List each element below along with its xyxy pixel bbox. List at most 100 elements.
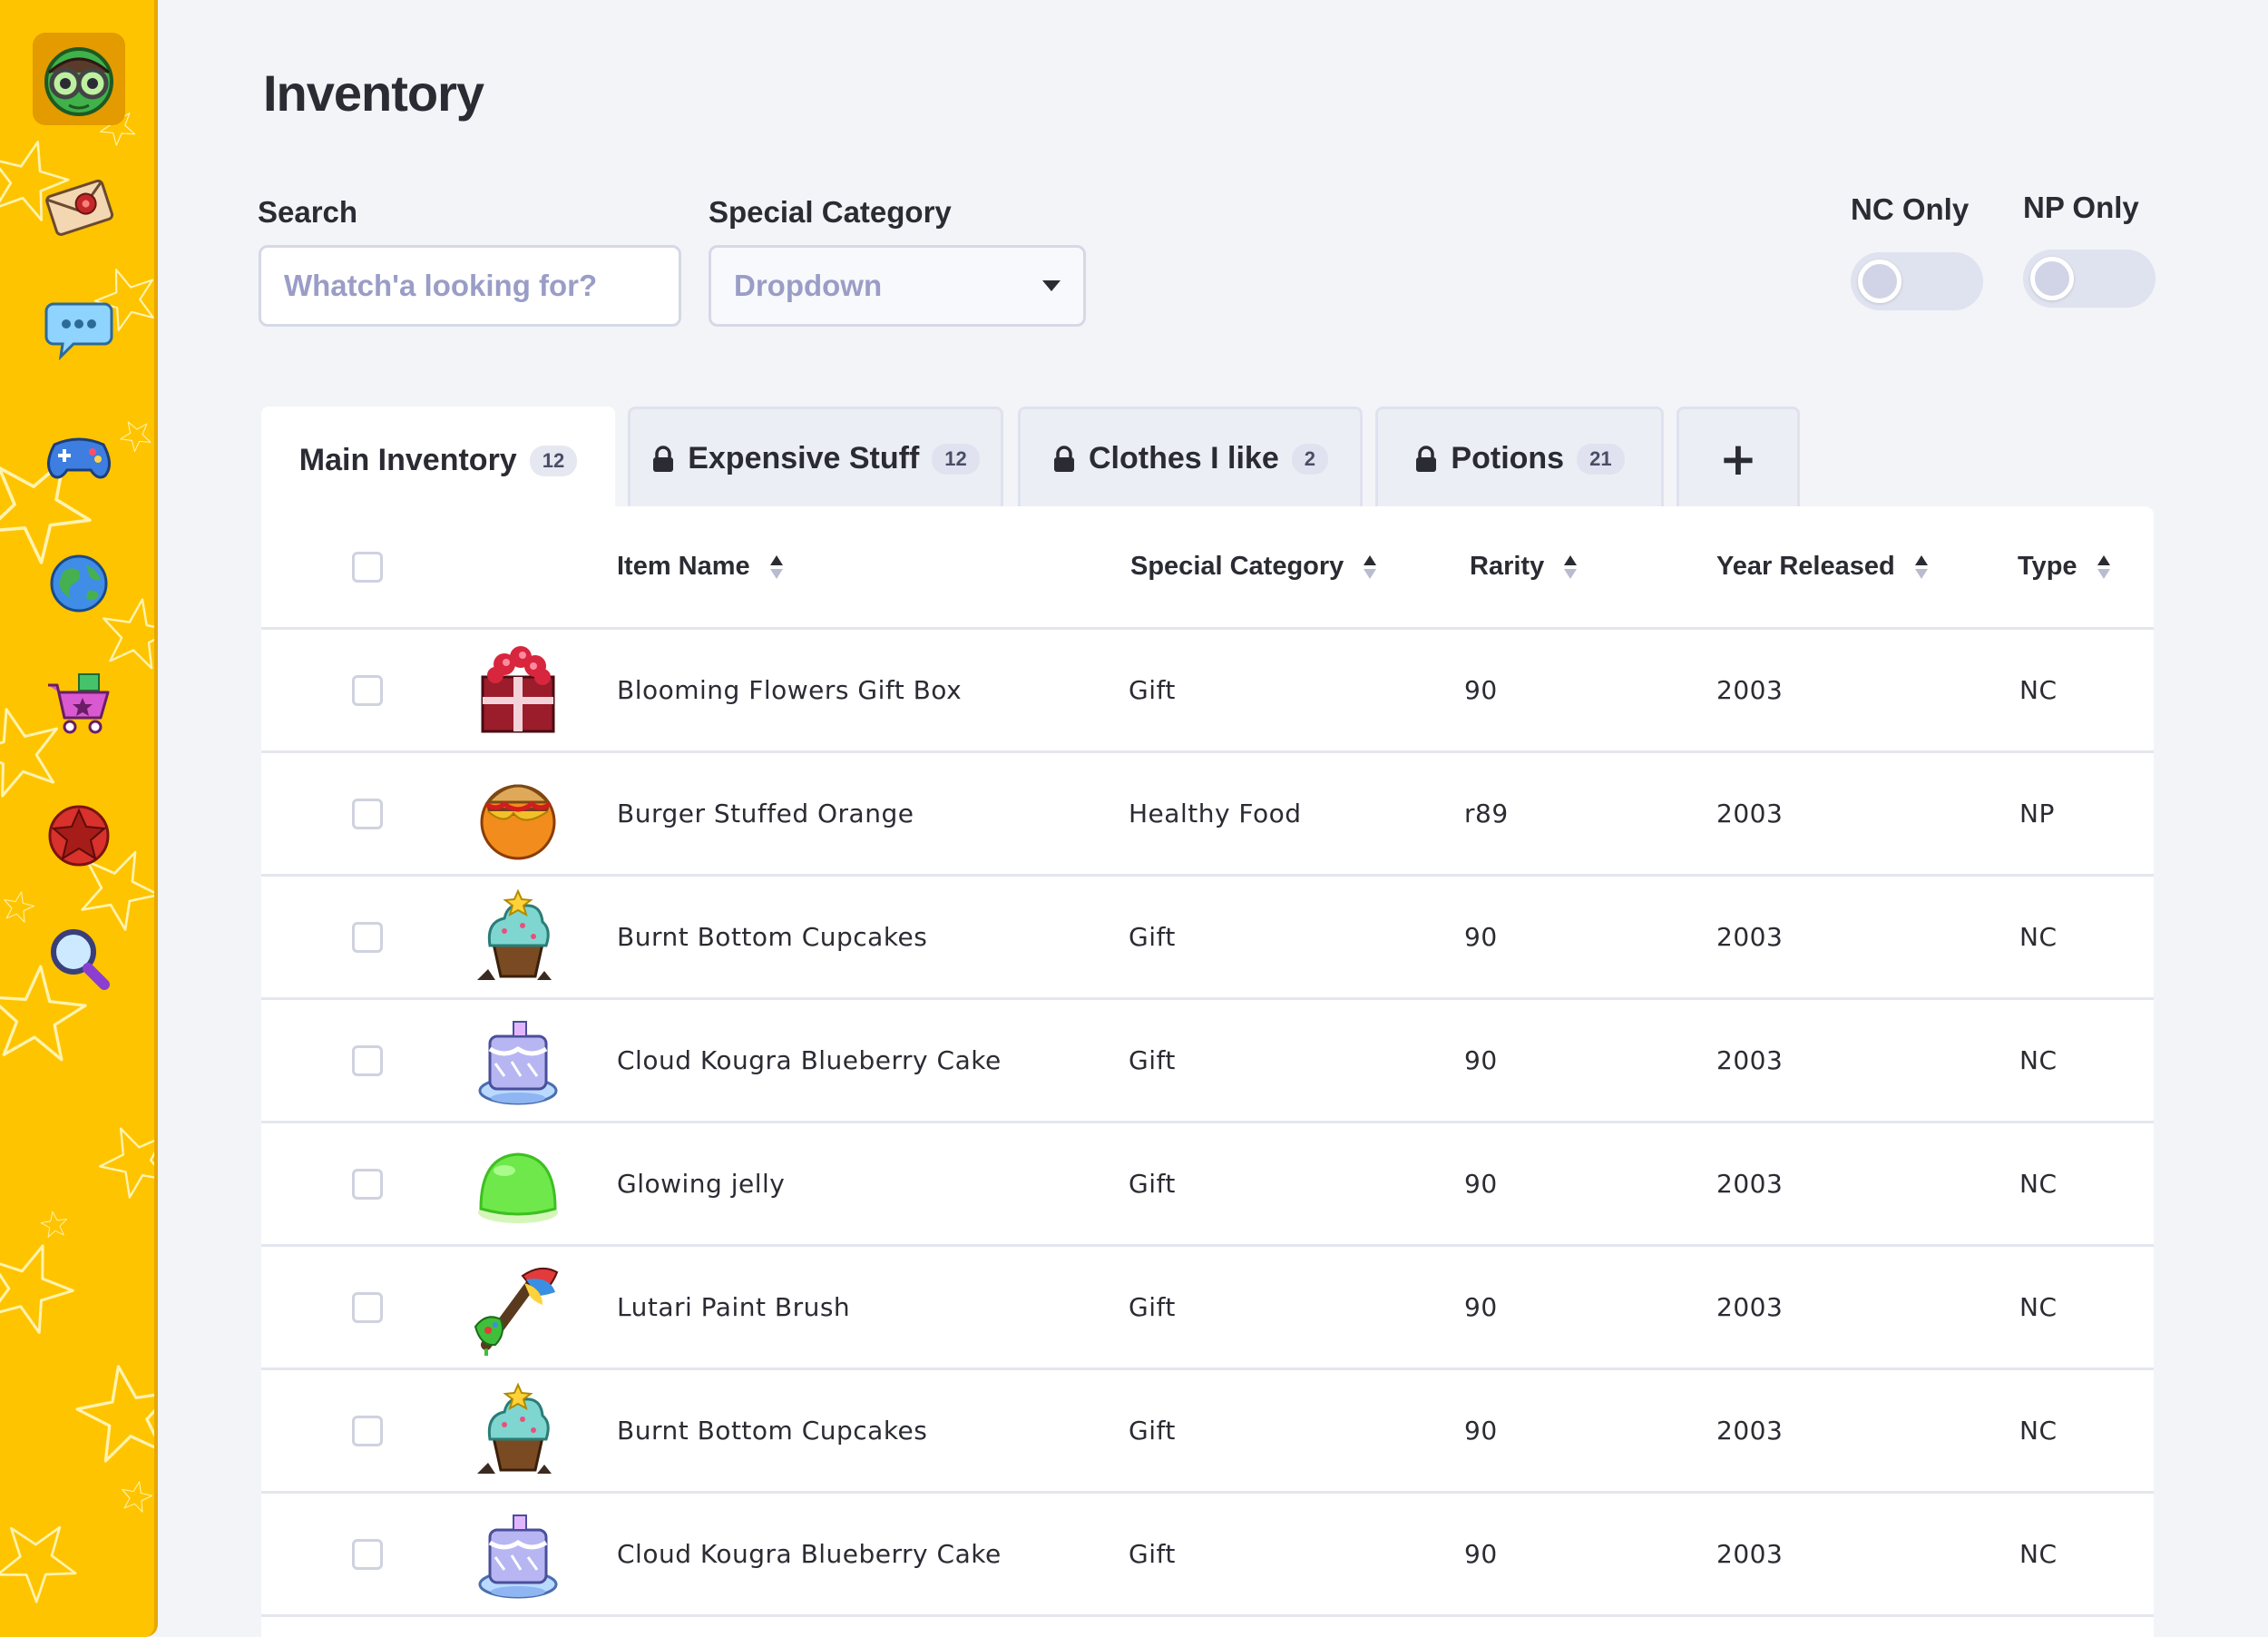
nav-games[interactable] <box>33 408 125 501</box>
item-special-category: Gift <box>1129 675 1176 705</box>
item-year-released-cell: 2003 <box>1716 753 1783 874</box>
item-special-category: Gift <box>1129 1045 1176 1075</box>
burger-orange-image <box>480 784 556 859</box>
row-checkbox[interactable] <box>352 1415 383 1446</box>
cupcake-image <box>477 888 552 980</box>
row-checkbox[interactable] <box>352 798 383 829</box>
thumbnail-cell <box>468 877 568 997</box>
table-row[interactable]: Burnt Bottom Cupcakes Gift 90 2003 NC <box>261 1370 2154 1494</box>
blue-cake-image <box>478 1020 558 1104</box>
tab-count-badge: 2 <box>1291 443 1328 475</box>
column-label: Special Category <box>1130 552 1344 581</box>
item-type-cell: NC <box>2019 877 2058 997</box>
row-checkbox[interactable] <box>352 1044 383 1076</box>
row-checkbox[interactable] <box>352 674 383 706</box>
item-name-cell: Burnt Bottom Cupcakes <box>617 1370 927 1491</box>
sort-icon[interactable] <box>769 554 783 579</box>
nav-avatar[interactable] <box>33 33 125 125</box>
globe-icon <box>50 554 108 613</box>
table-row[interactable]: Burger Stuffed Orange Healthy Food r89 2003… <box>261 753 2154 877</box>
item-type: NC <box>2019 1539 2058 1569</box>
search-label: Search <box>258 195 358 229</box>
item-year-released: 2003 <box>1716 922 1784 952</box>
tab-label: Potions <box>1451 441 1565 475</box>
toggle-knob <box>2030 257 2074 300</box>
item-rarity-cell: 90 <box>1464 877 1498 997</box>
np-only-toggle[interactable] <box>2023 250 2156 308</box>
magnifier-icon <box>51 929 110 990</box>
item-rarity-cell: 90 <box>1464 630 1498 750</box>
row-checkbox[interactable] <box>352 1291 383 1323</box>
category-dropdown[interactable]: Dropdown <box>709 245 1086 327</box>
tab-potions[interactable]: Potions 21 <box>1375 407 1664 508</box>
checkbox-cell <box>352 630 383 750</box>
item-name: Cloud Kougra Blueberry Cake <box>617 1539 1002 1569</box>
checkbox-cell <box>352 1123 383 1244</box>
paint-brush-image <box>474 1267 559 1358</box>
nav-explore[interactable] <box>33 535 125 628</box>
item-name: Burnt Bottom Cupcakes <box>617 922 928 952</box>
table-row[interactable]: Lutari Paint Brush Gift 90 2003 NC <box>261 1247 2154 1370</box>
nav-chat[interactable] <box>33 281 125 374</box>
checkbox-cell <box>352 1247 383 1367</box>
item-rarity: 90 <box>1464 1045 1498 1075</box>
search-input[interactable] <box>259 245 681 327</box>
column-rarity[interactable]: Rarity <box>1470 506 1578 627</box>
table-row[interactable]: Glowing jelly Gift 90 2003 NC <box>261 1123 2154 1247</box>
item-type: NC <box>2019 1292 2058 1322</box>
thumbnail-cell <box>468 1494 568 1614</box>
item-thumbnail <box>468 886 568 989</box>
sort-icon[interactable] <box>1564 554 1578 579</box>
item-thumbnail <box>468 1503 568 1606</box>
item-special-category-cell: Healthy Food <box>1129 753 1302 874</box>
row-checkbox[interactable] <box>352 1168 383 1200</box>
row-checkbox[interactable] <box>352 1538 383 1570</box>
add-tab-button[interactable]: + <box>1677 407 1800 508</box>
tab-expensive-stuff[interactable]: Expensive Stuff 12 <box>628 407 1003 508</box>
nc-only-label: NC Only <box>1851 192 1970 226</box>
item-thumbnail <box>468 762 568 866</box>
shopping-cart-icon <box>48 673 110 734</box>
item-name-cell: Glowing jelly <box>617 1123 785 1244</box>
item-special-category-cell: Gift <box>1129 1494 1176 1614</box>
jelly-image <box>478 1152 558 1223</box>
tab-label: Main Inventory <box>298 443 517 477</box>
item-type: NC <box>2019 675 2058 705</box>
table-row[interactable]: Burnt Bottom Cupcakes Gift 90 2003 NC <box>261 877 2154 1000</box>
table-row[interactable]: Cloud Kougra Blueberry Cake Gift 90 2003 NC <box>261 1000 2154 1123</box>
sort-icon[interactable] <box>1914 554 1928 579</box>
tab-count-badge: 12 <box>932 443 980 475</box>
table-row[interactable]: Cloud Kougra Blueberry Cake Gift 90 2003 NC <box>261 1494 2154 1617</box>
item-rarity: r89 <box>1464 799 1509 828</box>
lock-icon <box>653 445 674 472</box>
nav-achievements[interactable] <box>33 789 125 882</box>
column-year-released[interactable]: Year Released <box>1716 506 1928 627</box>
toggle-knob <box>1858 260 1901 303</box>
item-name: Burnt Bottom Cupcakes <box>617 1416 928 1446</box>
thumbnail-cell <box>468 1370 568 1491</box>
tab-clothes-i-like[interactable]: Clothes I like 2 <box>1018 407 1363 508</box>
item-special-category-cell: Gift <box>1129 1000 1176 1121</box>
item-special-category-cell: Gift <box>1129 1123 1176 1244</box>
item-year-released: 2003 <box>1716 1169 1784 1199</box>
sort-icon[interactable] <box>2097 554 2110 579</box>
item-type-cell: NP <box>2019 753 2055 874</box>
tab-count-badge: 21 <box>1577 443 1625 475</box>
sort-icon[interactable] <box>1364 554 1377 579</box>
row-checkbox[interactable] <box>352 921 383 953</box>
gift-box-image <box>481 645 555 732</box>
column-type[interactable]: Type <box>2018 506 2110 627</box>
thumbnail-cell <box>468 753 568 874</box>
tab-main-inventory[interactable]: Main Inventory 12 <box>261 407 615 512</box>
nav-search[interactable] <box>33 911 125 1004</box>
item-special-category: Gift <box>1129 1416 1176 1446</box>
item-name: Lutari Paint Brush <box>617 1292 851 1322</box>
nav-mail[interactable] <box>33 160 125 252</box>
item-rarity-cell: 90 <box>1464 1494 1498 1614</box>
nc-only-toggle[interactable] <box>1851 252 1983 310</box>
nav-shop[interactable] <box>33 657 125 750</box>
column-special-category[interactable]: Special Category <box>1130 506 1377 627</box>
column-item-name[interactable]: Item Name <box>617 506 783 627</box>
select-all-checkbox[interactable] <box>352 551 383 583</box>
table-row[interactable]: Blooming Flowers Gift Box Gift 90 2003 NC <box>261 630 2154 753</box>
